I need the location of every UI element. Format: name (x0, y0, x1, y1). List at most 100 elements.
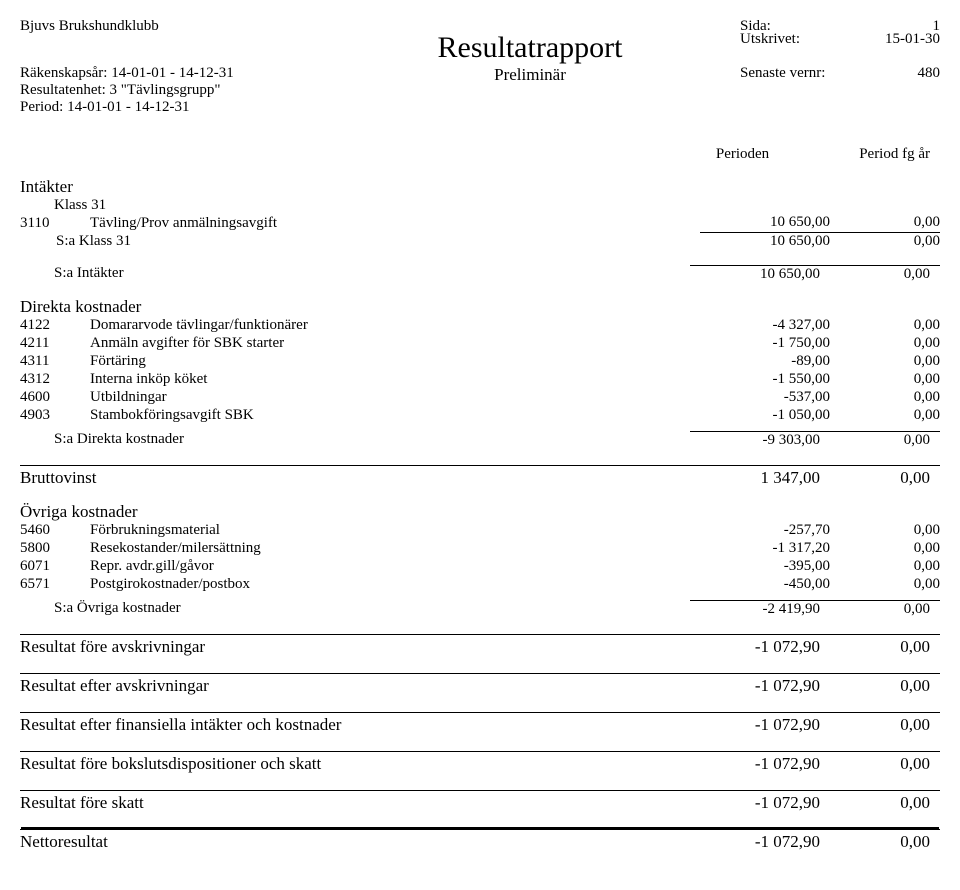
vernr-value: 480 (918, 65, 941, 82)
line-amount-prev: 0,00 (830, 389, 940, 407)
line-amount-prev: 0,00 (830, 540, 940, 558)
line-amount-period: -1 317,20 (700, 540, 830, 558)
line-label: Stambokföringsavgift SBK (90, 407, 700, 425)
line-row: 4903Stambokföringsavgift SBK-1 050,000,0… (20, 407, 940, 425)
line-label: Repr. avdr.gill/gåvor (90, 558, 700, 576)
result-a1: -1 072,90 (690, 637, 820, 657)
result-a2: 0,00 (820, 793, 940, 813)
result-a1: -1 072,90 (690, 832, 820, 852)
line-row: 4600Utbildningar-537,000,00 (20, 389, 940, 407)
line-label: Domararvode tävlingar/funktionärer (90, 317, 700, 335)
result-label: Nettoresultat (20, 832, 108, 852)
line-amount-prev: 0,00 (830, 214, 940, 233)
result-label: Resultat efter avskrivningar (20, 676, 209, 696)
line-label: Resekostander/milersättning (90, 540, 700, 558)
line-label: Utbildningar (90, 389, 700, 407)
ovriga-total-label: S:a Övriga kostnader (20, 600, 181, 618)
line-label: Tävling/Prov anmälningsavgift (90, 214, 700, 233)
ovriga-total-a1: -2 419,90 (690, 600, 820, 618)
line-amount-period: -89,00 (700, 353, 830, 371)
line-row: 5460Förbrukningsmaterial-257,700,00 (20, 522, 940, 540)
col-period-fg-ar: Period fg år (859, 146, 930, 163)
line-label: Förbrukningsmaterial (90, 522, 700, 540)
line-amount-period: -1 550,00 (700, 371, 830, 389)
section-ovriga: Övriga kostnader (20, 502, 940, 522)
line-row: 4211Anmäln avgifter för SBK starter-1 75… (20, 335, 940, 353)
line-amount-prev: 0,00 (830, 353, 940, 371)
result-label: Resultat före bokslutsdispositioner och … (20, 754, 321, 774)
section-direkta: Direkta kostnader (20, 297, 940, 317)
intakter-total-a1: 10 650,00 (690, 265, 820, 283)
line-amount-period: -450,00 (700, 576, 830, 594)
line-row: 4312Interna inköp köket-1 550,000,00 (20, 371, 940, 389)
utskrivet-value: 15-01-30 (885, 31, 940, 48)
line-amount-prev: 0,00 (830, 558, 940, 576)
period: Period: 14-01-01 - 14-12-31 (20, 99, 320, 116)
line-amount-prev: 0,00 (830, 576, 940, 594)
line-amount-period: 10 650,00 (700, 214, 830, 233)
line-amount-period: -537,00 (700, 389, 830, 407)
line-code: 4312 (20, 371, 90, 389)
bruttovinst-a1: 1 347,00 (690, 468, 820, 488)
line-code: 3110 (20, 214, 90, 233)
line-code: 4211 (20, 335, 90, 353)
report-subtitle: Preliminär (320, 65, 740, 116)
klass-sum-a2: 0,00 (830, 233, 940, 252)
line-amount-prev: 0,00 (830, 371, 940, 389)
line-code: 6071 (20, 558, 90, 576)
line-label: Interna inköp köket (90, 371, 700, 389)
result-row: Resultat före bokslutsdispositioner och … (20, 751, 940, 774)
line-amount-prev: 0,00 (830, 407, 940, 425)
col-perioden: Perioden (716, 146, 769, 163)
utskrivet-label: Utskrivet: (740, 31, 800, 48)
klass-sum-label: S:a Klass 31 (56, 233, 131, 249)
line-label: Förtäring (90, 353, 700, 371)
result-a2: 0,00 (820, 754, 940, 774)
result-row: Resultat före skatt-1 072,900,00 (20, 790, 940, 813)
line-code: 4122 (20, 317, 90, 335)
line-label: Postgirokostnader/postbox (90, 576, 700, 594)
line-amount-period: -257,70 (700, 522, 830, 540)
report-title: Resultatrapport (320, 31, 740, 65)
line-amount-period: -1 750,00 (700, 335, 830, 353)
line-code: 6571 (20, 576, 90, 594)
direkta-total-a1: -9 303,00 (690, 431, 820, 449)
result-a1: -1 072,90 (690, 754, 820, 774)
result-label: Resultat efter finansiella intäkter och … (20, 715, 341, 735)
section-intakter: Intäkter (20, 177, 940, 197)
line-row: 6071Repr. avdr.gill/gåvor-395,000,00 (20, 558, 940, 576)
result-a2: 0,00 (820, 637, 940, 657)
line-amount-period: -1 050,00 (700, 407, 830, 425)
intakter-total-label: S:a Intäkter (20, 265, 124, 283)
bruttovinst-a2: 0,00 (820, 468, 940, 488)
ovriga-total-a2: 0,00 (820, 600, 940, 618)
direkta-total-a2: 0,00 (820, 431, 940, 449)
line-amount-prev: 0,00 (830, 522, 940, 540)
result-unit: Resultatenhet: 3 "Tävlingsgrupp" (20, 82, 320, 99)
line-row: 5800Resekostander/milersättning-1 317,20… (20, 540, 940, 558)
line-label: Anmäln avgifter för SBK starter (90, 335, 700, 353)
result-a1: -1 072,90 (690, 715, 820, 735)
result-a1: -1 072,90 (690, 676, 820, 696)
line-code: 5800 (20, 540, 90, 558)
line-amount-prev: 0,00 (830, 335, 940, 353)
line-amount-period: -395,00 (700, 558, 830, 576)
line-code: 4600 (20, 389, 90, 407)
result-a2: 0,00 (820, 832, 940, 852)
line-row: 4311Förtäring-89,000,00 (20, 353, 940, 371)
line-amount-period: -4 327,00 (700, 317, 830, 335)
klass-label: Klass 31 (54, 197, 940, 214)
sum-row: S:a Klass 31 10 650,00 0,00 (20, 233, 940, 252)
result-a2: 0,00 (820, 676, 940, 696)
line-row: 6571Postgirokostnader/postbox-450,000,00 (20, 576, 940, 594)
intakter-total-a2: 0,00 (820, 265, 940, 283)
result-label: Resultat före skatt (20, 793, 144, 813)
line-code: 4311 (20, 353, 90, 371)
line-code: 4903 (20, 407, 90, 425)
klass-sum-a1: 10 650,00 (700, 233, 830, 252)
result-row: Nettoresultat -1 072,900,00 (20, 829, 940, 852)
result-row: Resultat före avskrivningar-1 072,900,00 (20, 634, 940, 657)
result-row: Resultat efter finansiella intäkter och … (20, 712, 940, 735)
bruttovinst-label: Bruttovinst (20, 468, 97, 488)
result-row: Resultat efter avskrivningar -1 072,900,0… (20, 673, 940, 696)
